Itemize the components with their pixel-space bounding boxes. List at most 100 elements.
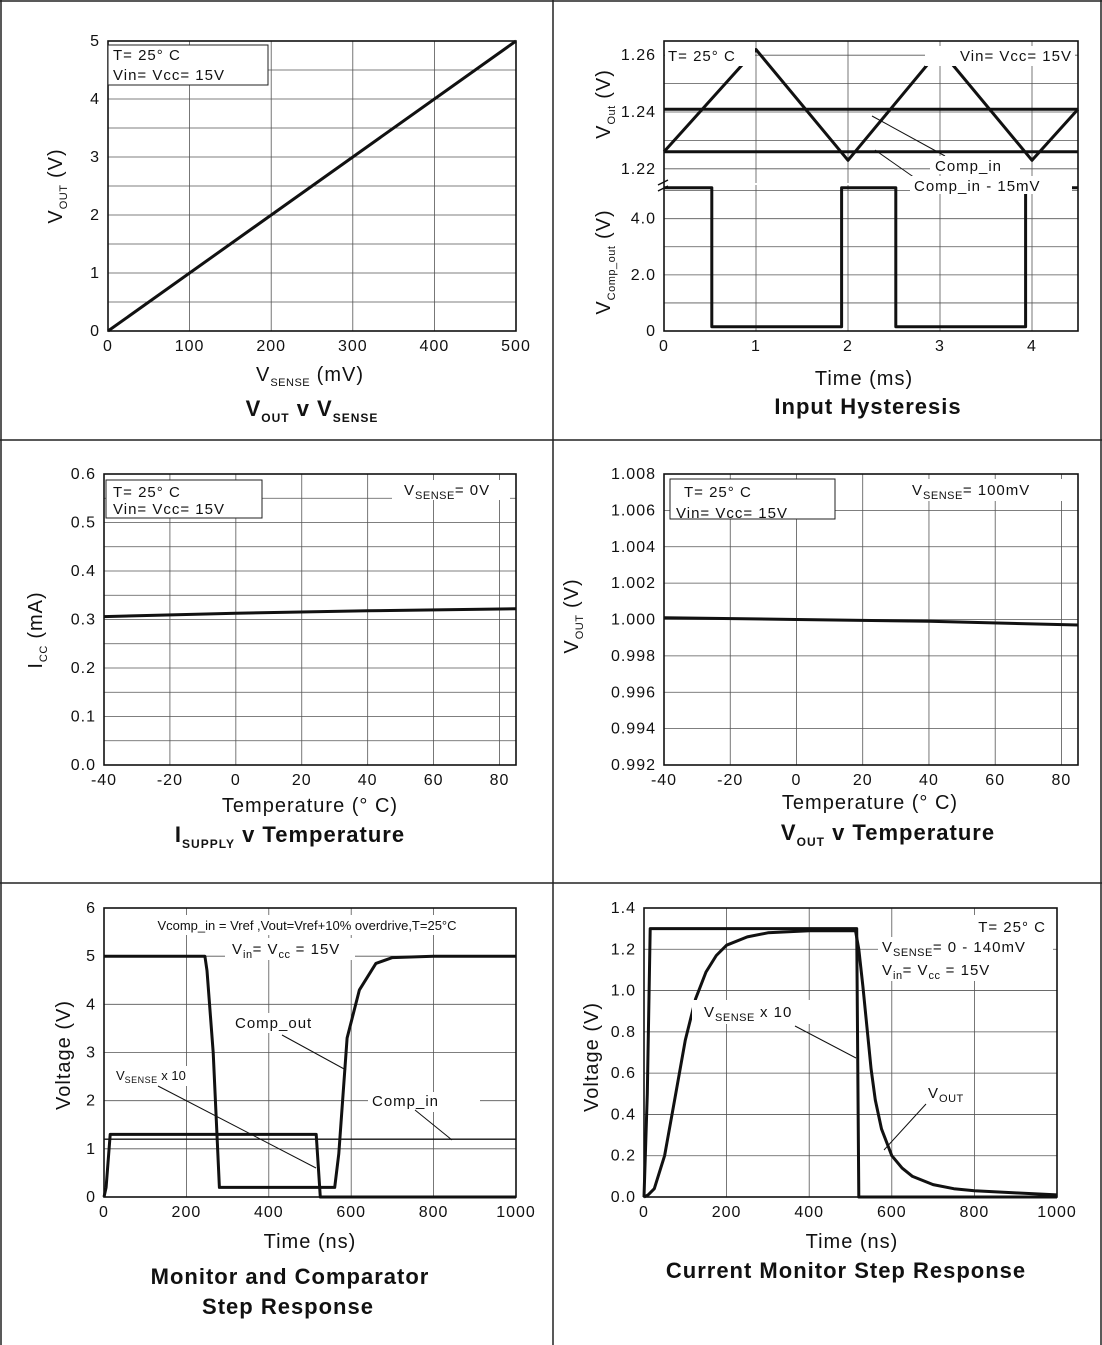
series-line	[664, 186, 1078, 329]
chart-title: VOUT v Temperature	[781, 820, 995, 849]
x-tick-label: 200	[712, 1204, 742, 1221]
x-tick-label: 200	[256, 338, 286, 355]
y-tick-label: 1	[86, 1141, 96, 1158]
x-tick-label: 500	[501, 338, 531, 355]
annotation-bg	[930, 156, 1020, 174]
chart-vout-vs-vsense: 0 100 200 300 400 500 0 1 2 3 4 5 T= 25° C Vin= Vcc…	[45, 33, 531, 425]
leader-vsense	[157, 1085, 317, 1169]
x-axis-label: Temperature (° C)	[782, 792, 958, 814]
chart-title: VOUT v VSENSE	[246, 396, 379, 425]
x-axis-label: VSENSE (mV)	[256, 364, 364, 389]
x-tick-label: 300	[338, 338, 368, 355]
annotation-bg	[110, 1066, 210, 1086]
x-tick-label: 200	[172, 1204, 202, 1221]
y-tick-label: 3	[86, 1045, 96, 1062]
plot-frame	[663, 40, 1079, 332]
x-tick-label: 2	[843, 338, 853, 355]
y-tick-label: 4	[90, 91, 100, 108]
annotation-temperature: T= 25° C	[113, 47, 181, 64]
x-tick-label: -20	[157, 772, 183, 789]
chart-title: ISUPPLY v Temperature	[175, 822, 405, 851]
annotation-vsense: VSENSE= 0V	[404, 482, 490, 502]
leader-comp-in	[871, 115, 946, 157]
y-tick-label: 3	[90, 149, 100, 166]
x-tick-label: 0	[639, 1204, 649, 1221]
y-tick-label: 0.992	[611, 757, 656, 774]
series-line	[103, 607, 517, 619]
y-tick-label: 0.8	[611, 1024, 636, 1041]
annotation-vsense-x10: VSENSE x 10	[116, 1068, 186, 1085]
chart-current-monitor-step: 0 200 400 600 800 1000 0.0 0.2 0.4 0.6 0.8 1.0 1.2 1.…	[581, 900, 1076, 1283]
x-tick-label: 800	[960, 1204, 990, 1221]
plot-frame	[103, 473, 517, 766]
annotation-comp-in-15mv: Comp_in - 15mV	[914, 178, 1041, 195]
chart-title: Current Monitor Step Response	[666, 1258, 1026, 1283]
x-tick-label: 100	[175, 338, 205, 355]
y-tick-label: 1.002	[611, 575, 656, 592]
y-tick-label: 1.000	[611, 612, 656, 629]
annotation-bg	[120, 915, 500, 935]
annotation-bg	[368, 1092, 480, 1112]
plot-frame	[663, 473, 1079, 766]
y-tick-label: 1.24	[621, 104, 656, 121]
x-tick-label: 400	[420, 338, 450, 355]
annotation-supply: Vin= Vcc= 15V	[676, 505, 788, 522]
y-tick-label: 1.006	[611, 502, 656, 519]
y-tick-label: 2	[90, 207, 100, 224]
y-tick-label: 0.3	[71, 612, 96, 629]
y-tick-label: 6	[86, 900, 96, 917]
x-tick-label: 80	[490, 772, 510, 789]
annotation-comp-in: Comp_in	[935, 158, 1002, 175]
annotation-bg	[692, 1000, 810, 1024]
annotation-temperature: T= 25° C	[684, 484, 752, 501]
y-axis-label: Voltage (V)	[581, 1002, 603, 1112]
leader-vsense	[794, 1025, 857, 1059]
y-tick-label: 2.0	[631, 267, 656, 284]
annotation-box	[669, 478, 836, 520]
plot-frame	[643, 907, 1058, 1198]
annotation-bg	[910, 176, 1072, 194]
y-tick-label: 0.998	[611, 648, 656, 665]
y-tick-label: 4.0	[631, 211, 656, 228]
series-line	[104, 954, 516, 1189]
annotation-box	[105, 479, 263, 519]
x-axis-label: Time (ns)	[806, 1231, 899, 1253]
y-tick-label: 5	[86, 948, 96, 965]
series-line	[663, 616, 1079, 627]
annotation-bg	[922, 1082, 972, 1104]
y-tick-label: 0.2	[611, 1148, 636, 1165]
y-tick-label: 1.4	[611, 900, 636, 917]
x-tick-label: 40	[919, 772, 939, 789]
annotation-vout: VOUT	[928, 1085, 964, 1105]
x-tick-label: -40	[91, 772, 117, 789]
x-tick-label: 20	[292, 772, 312, 789]
x-tick-label: 4	[1027, 338, 1037, 355]
annotation-vsense-range: VSENSE= 0 - 140mV	[882, 939, 1026, 959]
annotation-bg	[230, 1013, 332, 1033]
annotation-supply: Vin= Vcc= 15V	[113, 501, 225, 518]
x-axis-label: Time (ms)	[815, 368, 913, 390]
annotation-conditions: Vcomp_in = Vref ,Vout=Vref+10% overdrive…	[157, 918, 456, 933]
x-axis-label: Time (ns)	[264, 1231, 357, 1253]
y-tick-label: 1.2	[611, 941, 636, 958]
series-line	[102, 1132, 516, 1199]
y-tick-label: 0.2	[71, 660, 96, 677]
y-tick-label: 1.008	[611, 466, 656, 483]
y-tick-label: 0.0	[611, 1189, 636, 1206]
y-tick-label: 0	[646, 323, 656, 340]
y-axis-label: ICC (mA)	[25, 591, 50, 668]
x-tick-label: 0	[659, 338, 669, 355]
y-tick-label: 0	[86, 1189, 96, 1206]
y-tick-label: 1.26	[621, 47, 656, 64]
annotation-temperature: T= 25° C	[113, 484, 181, 501]
series-line	[662, 48, 1080, 162]
chart-title-line1: Monitor and Comparator	[151, 1264, 430, 1289]
y-tick-label: 0.1	[71, 709, 96, 726]
x-tick-label: 80	[1052, 772, 1072, 789]
annotation-vsense-x10: VSENSE x 10	[704, 1004, 792, 1024]
y-tick-label: 0	[90, 323, 100, 340]
annotation-bg	[392, 480, 510, 500]
chart-isupply-vs-temperature: -40 -20 0 20 40 60 80 0.0 0.1 0.2 0.3 0.4 0.5 0.6 T= …	[25, 466, 517, 851]
x-tick-label: 800	[419, 1204, 449, 1221]
